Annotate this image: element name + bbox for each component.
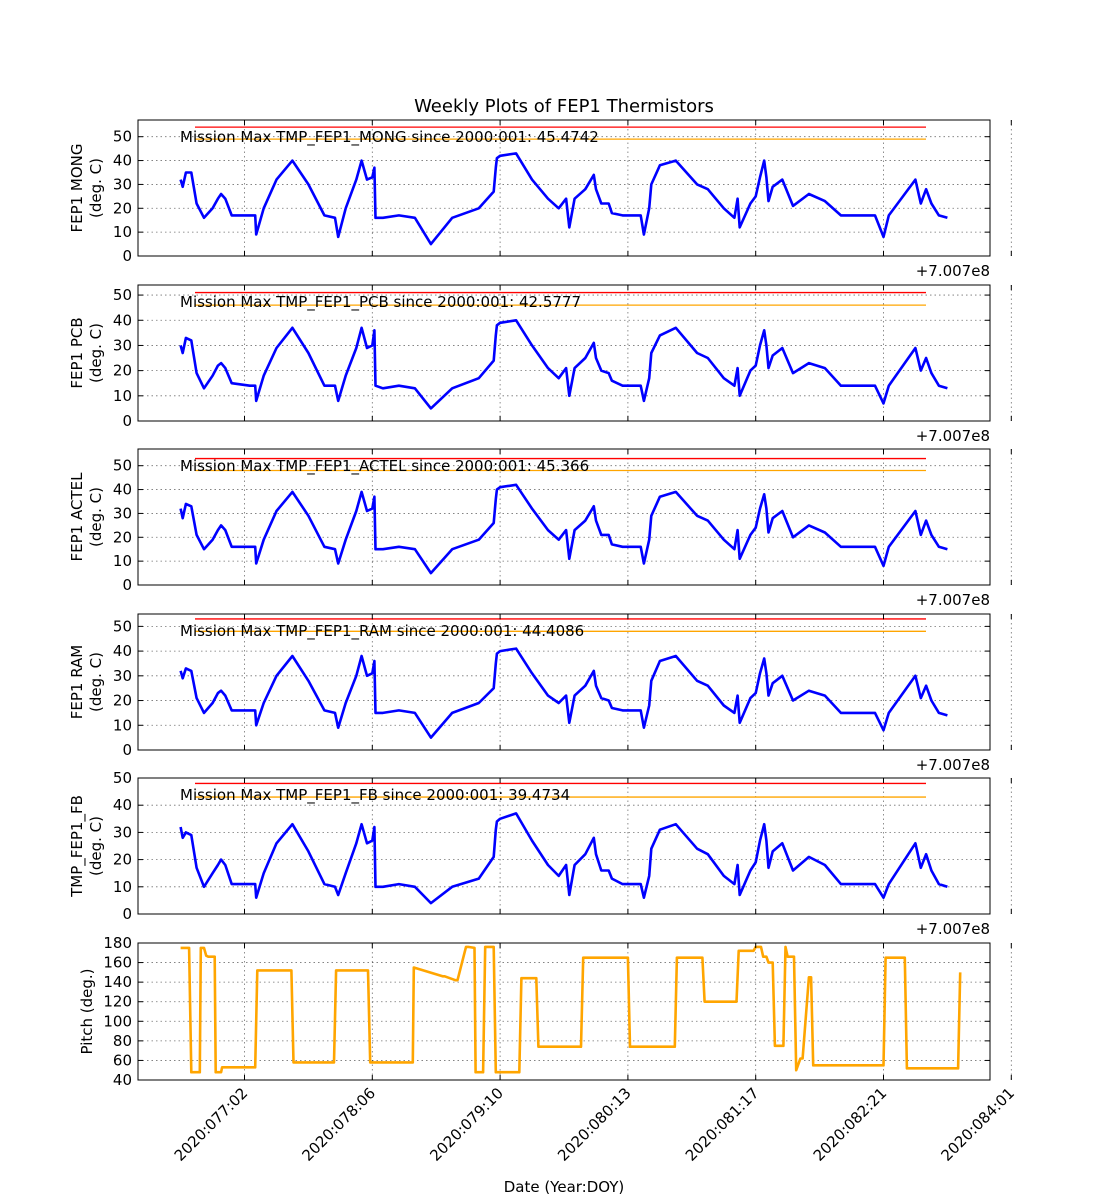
panels: Mission Max TMP_FEP1_MONG since 2000:001… [68,119,1012,1089]
plot-frame [137,613,991,751]
plot-frame [137,777,991,915]
y-tick-label: 20 [113,199,132,217]
y-tick-label: 40 [113,481,132,499]
y-axis-label: FEP1 PCB [68,317,86,388]
y-tick-label: 30 [113,823,132,841]
y-tick-label: 40 [113,152,132,170]
panel-1: Mission Max TMP_FEP1_MONG since 2000:001… [68,119,1012,280]
y-tick-label: 40 [113,642,132,660]
y-tick-label: 40 [113,311,132,329]
y-axis-label: (deg. C) [87,158,105,218]
y-tick-label: 10 [113,552,132,570]
y-axis-label: TMP_FEP1_FB [68,795,87,898]
y-tick-label: 40 [113,1071,132,1089]
y-tick-label: 10 [113,387,132,405]
y-tick-label: 30 [113,667,132,685]
y-tick-label: 20 [113,851,132,869]
y-tick-label: 50 [113,769,132,787]
y-tick-label: 140 [103,973,132,991]
y-axis-label: FEP1 RAM [68,645,86,719]
y-axis-label: (deg. C) [87,323,105,383]
y-tick-label: 20 [113,528,132,546]
mission-max-text: Mission Max TMP_FEP1_FB since 2000:001: … [180,786,570,805]
panel-4: Mission Max TMP_FEP1_RAM since 2000:001:… [68,613,1012,774]
y-tick-label: 30 [113,336,132,354]
y-tick-label: 50 [113,617,132,635]
plot-frame [137,119,991,257]
y-tick-label: 80 [113,1032,132,1050]
y-tick-label: 50 [113,286,132,304]
mission-max-text: Mission Max TMP_FEP1_MONG since 2000:001… [180,128,599,147]
plot-frame [137,284,991,422]
x-axis-label: Date (Year:DOY) [504,1178,625,1196]
y-tick-label: 100 [103,1012,132,1030]
y-tick-label: 120 [103,993,132,1011]
data-series-line [180,945,962,1074]
figure-title: Weekly Plots of FEP1 Thermistors [414,96,714,117]
y-axis-label: FEP1 ACTEL [68,472,86,562]
mission-max-text: Mission Max TMP_FEP1_ACTEL since 2000:00… [180,457,589,476]
axis-offset-label: +7.007e8 [916,920,990,938]
data-series-line [179,812,948,905]
mission-max-text: Mission Max TMP_FEP1_RAM since 2000:001:… [180,622,584,641]
y-tick-label: 50 [113,457,132,475]
data-series-line [179,647,948,739]
y-tick-label: 0 [122,905,132,923]
axis-offset-label: +7.007e8 [916,591,990,609]
y-axis-label: (deg. C) [87,816,105,876]
y-axis-label: (deg. C) [87,487,105,547]
y-tick-label: 10 [113,878,132,896]
data-series-line [179,483,948,575]
mission-max-text: Mission Max TMP_FEP1_PCB since 2000:001:… [180,293,581,312]
y-tick-label: 10 [113,223,132,241]
axis-offset-label: +7.007e8 [916,262,990,280]
panel-3: Mission Max TMP_FEP1_ACTEL since 2000:00… [68,448,1012,609]
y-tick-label: 30 [113,175,132,193]
y-tick-label: 160 [103,954,132,972]
plot-frame [137,448,991,586]
panel-5: Mission Max TMP_FEP1_FB since 2000:001: … [68,769,1012,938]
y-axis-label: Pitch (deg.) [78,968,96,1054]
y-tick-label: 50 [113,128,132,146]
y-axis-label: FEP1 MONG [68,143,86,232]
y-tick-label: 180 [103,934,132,952]
y-tick-label: 0 [122,576,132,594]
y-tick-label: 0 [122,247,132,265]
y-tick-label: 10 [113,716,132,734]
y-axis-label: (deg. C) [87,652,105,712]
data-series-line [179,152,948,246]
panel-2: Mission Max TMP_FEP1_PCB since 2000:001:… [68,284,1012,445]
y-tick-label: 20 [113,362,132,380]
y-tick-label: 0 [122,412,132,430]
y-tick-label: 40 [113,796,132,814]
y-tick-label: 60 [113,1051,132,1069]
y-tick-label: 30 [113,504,132,522]
plot-frame [137,942,991,1081]
axis-offset-label: +7.007e8 [916,756,990,774]
axis-offset-label: +7.007e8 [916,427,990,445]
y-tick-label: 0 [122,741,132,759]
y-tick-label: 20 [113,692,132,710]
data-series-line [179,318,948,410]
